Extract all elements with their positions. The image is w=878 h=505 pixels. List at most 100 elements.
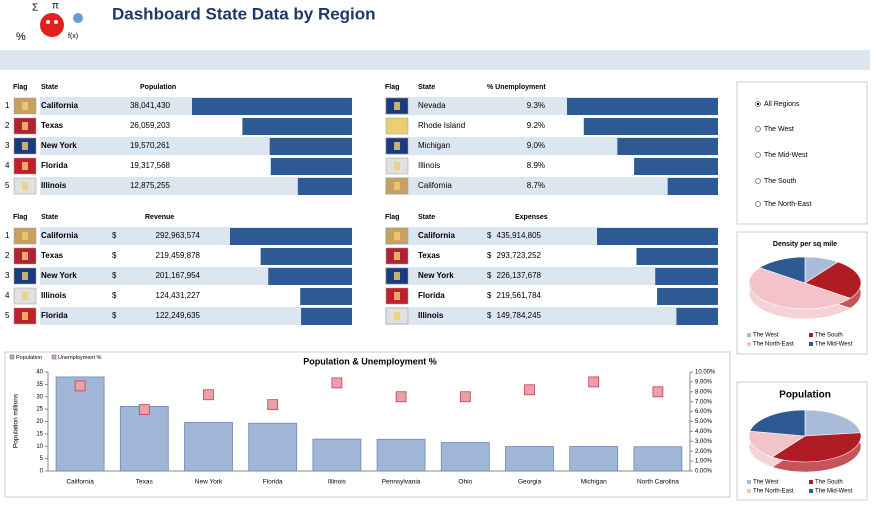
rank: 1 bbox=[5, 231, 10, 240]
radio-button[interactable] bbox=[755, 178, 761, 184]
state-name: Texas bbox=[41, 121, 64, 130]
chart-title: Population & Unemployment % bbox=[303, 356, 437, 366]
column-header: State bbox=[41, 84, 58, 91]
legend-label: The South bbox=[815, 480, 843, 486]
rank: 2 bbox=[5, 251, 10, 260]
radio-button[interactable] bbox=[755, 126, 761, 132]
x-tick-label: Texas bbox=[136, 479, 154, 486]
logo-symbol: π bbox=[52, 1, 59, 12]
logo-eye bbox=[54, 20, 58, 24]
value: 8.7% bbox=[527, 181, 545, 190]
chart-title: Population bbox=[779, 390, 831, 401]
radio-button[interactable] bbox=[755, 152, 761, 158]
column-header: State bbox=[418, 84, 435, 91]
value: 149,784,245 bbox=[497, 311, 542, 320]
radio-label[interactable]: The Mid-West bbox=[764, 152, 807, 159]
radio-label[interactable]: All Regions bbox=[764, 101, 800, 108]
bar bbox=[300, 288, 352, 305]
y2-tick-label: 1.00% bbox=[695, 459, 713, 465]
y-tick-label: 40 bbox=[36, 370, 43, 376]
y2-tick-label: 3.00% bbox=[695, 439, 713, 445]
radio-label[interactable]: The South bbox=[764, 178, 796, 185]
population-bar bbox=[633, 446, 683, 472]
legend-swatch bbox=[51, 354, 57, 360]
state-name: California bbox=[41, 231, 78, 240]
unemployment-marker bbox=[459, 391, 471, 403]
value: 8.9% bbox=[527, 161, 545, 170]
bar bbox=[230, 228, 352, 245]
population-bar bbox=[376, 438, 426, 472]
y-tick-label: 0 bbox=[40, 469, 44, 475]
legend-swatch bbox=[809, 480, 813, 484]
currency: $ bbox=[487, 251, 492, 260]
combo-panel bbox=[4, 351, 731, 498]
logo: Σ π % f(x) bbox=[16, 1, 83, 43]
bar bbox=[655, 268, 718, 285]
state-name: Florida bbox=[41, 161, 68, 170]
state-name: New York bbox=[41, 271, 77, 280]
population-bar bbox=[184, 422, 233, 472]
flag-emblem bbox=[394, 122, 400, 130]
legend-label: The North-East bbox=[753, 489, 794, 495]
unemployment-marker bbox=[138, 404, 150, 416]
y2-tick-label: 6.00% bbox=[695, 409, 713, 415]
legend-swatch bbox=[747, 480, 751, 484]
state-name: New York bbox=[41, 141, 77, 150]
y-tick-label: 15 bbox=[36, 431, 43, 437]
value: 293,723,252 bbox=[497, 251, 542, 260]
pie-slice bbox=[749, 409, 806, 437]
column-header: Flag bbox=[13, 84, 27, 91]
bar bbox=[634, 158, 718, 175]
page-title: Dashboard State Data by Region bbox=[112, 4, 376, 23]
logo-eye bbox=[46, 20, 50, 24]
currency: $ bbox=[112, 291, 117, 300]
flag-emblem bbox=[22, 182, 28, 190]
x-tick-label: Florida bbox=[263, 479, 283, 486]
rank: 4 bbox=[5, 291, 10, 300]
legend-swatch bbox=[809, 342, 813, 346]
flag-emblem bbox=[22, 142, 28, 150]
column-header: State bbox=[418, 214, 435, 221]
state-name: Illinois bbox=[41, 181, 67, 190]
bar bbox=[269, 138, 352, 155]
currency: $ bbox=[487, 231, 492, 240]
y2-tick-label: 0.00% bbox=[695, 469, 713, 475]
value: 122,249,635 bbox=[156, 311, 201, 320]
state-name: Texas bbox=[418, 251, 441, 260]
bar bbox=[676, 308, 718, 325]
y-tick-label: 25 bbox=[36, 407, 43, 413]
radio-label[interactable]: The North-East bbox=[764, 201, 812, 208]
y2-tick-label: 10.00% bbox=[695, 370, 716, 376]
logo-pie bbox=[73, 13, 83, 23]
flag-emblem bbox=[22, 232, 28, 240]
pie-slice bbox=[759, 256, 806, 284]
column-header: Revenue bbox=[145, 214, 174, 221]
state-name: Florida bbox=[418, 291, 445, 300]
flag-emblem bbox=[22, 102, 28, 110]
flag-emblem bbox=[22, 292, 28, 300]
state-name: California bbox=[418, 181, 452, 190]
value: 124,431,227 bbox=[156, 291, 201, 300]
unemployment-marker bbox=[524, 384, 535, 396]
logo-symbol: Σ bbox=[32, 3, 38, 14]
population-bar bbox=[119, 406, 169, 472]
flag-emblem bbox=[22, 272, 28, 280]
value: 19,570,261 bbox=[130, 141, 171, 150]
rank: 4 bbox=[5, 161, 10, 170]
state-name: Nevada bbox=[418, 101, 446, 110]
legend-label: Population bbox=[16, 355, 42, 361]
bar bbox=[617, 138, 718, 155]
radio-button[interactable] bbox=[755, 201, 761, 207]
legend-label: The Mid-West bbox=[815, 342, 853, 348]
y-tick-label: 35 bbox=[36, 382, 43, 388]
flag-emblem bbox=[394, 252, 400, 260]
pie-slice bbox=[771, 432, 862, 463]
y2-tick-label: 7.00% bbox=[695, 399, 713, 405]
logo-face bbox=[40, 13, 64, 37]
radio-label[interactable]: The West bbox=[764, 126, 794, 133]
x-tick-label: Pennsylvania bbox=[382, 479, 421, 486]
logo-symbol: % bbox=[16, 31, 26, 43]
value: 219,561,784 bbox=[497, 291, 542, 300]
legend-label: The North-East bbox=[753, 342, 794, 348]
